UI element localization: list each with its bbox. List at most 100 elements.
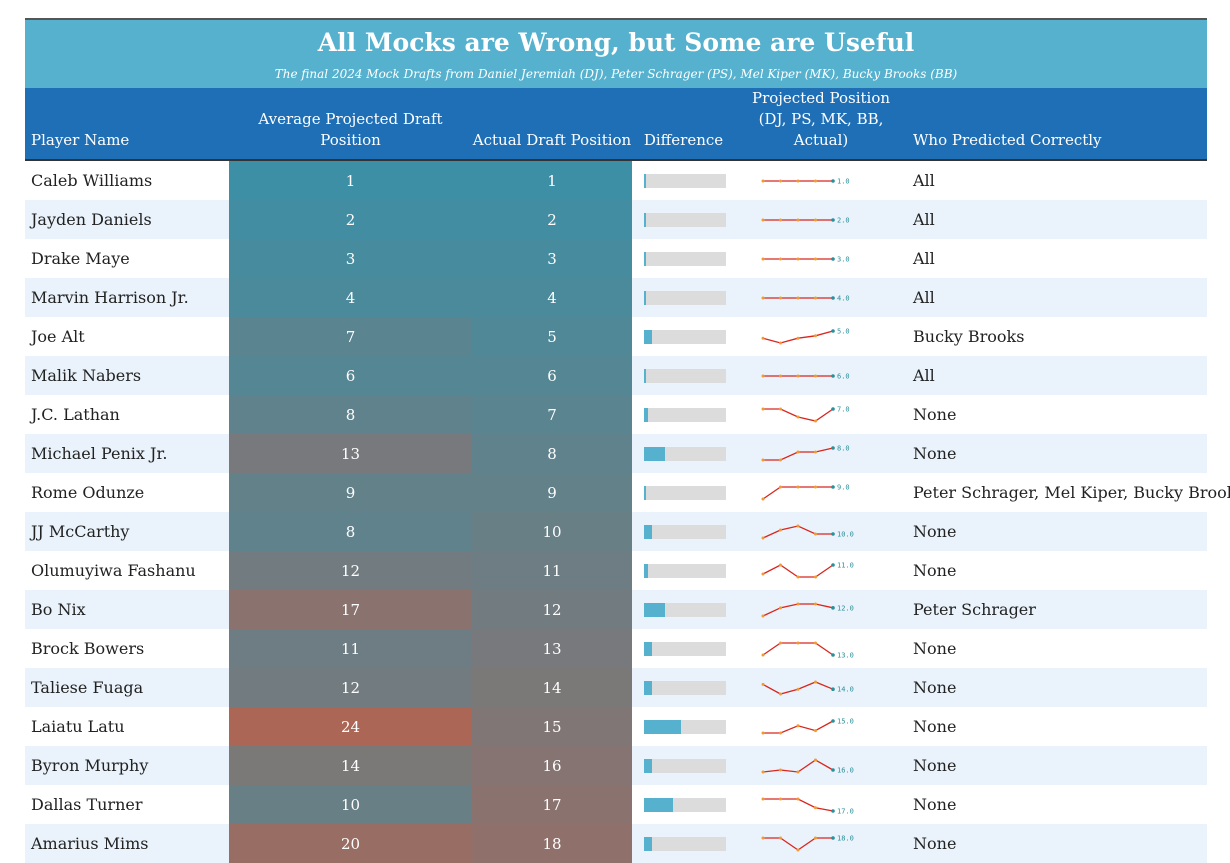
- projection-sparkline: 12.0: [761, 602, 854, 617]
- sparkline-point: [761, 407, 765, 410]
- header-actual: Actual Draft Position: [472, 88, 632, 161]
- sparkline-point: [761, 179, 765, 182]
- sparkline-point: [796, 374, 800, 377]
- who-predicted-cell: Peter Schrager, Mel Kiper, Bucky Brooks: [913, 483, 1230, 502]
- player-name: Byron Murphy: [25, 746, 229, 785]
- difference-cell: [632, 200, 735, 239]
- avg-projected-cell: 8: [229, 512, 472, 551]
- difference-cell: [632, 160, 735, 200]
- sparkline-point: [831, 178, 835, 183]
- actual-position-cell: 3: [472, 239, 632, 278]
- sparkline-point: [831, 652, 835, 657]
- sparkline-point: [831, 605, 835, 610]
- avg-projected-cell: 20: [229, 824, 472, 863]
- sparkline-point: [831, 295, 835, 300]
- player-name: J.C. Lathan: [31, 405, 120, 424]
- projection-sparkline: 14.0: [761, 680, 854, 695]
- difference-bar-fill: [644, 641, 653, 656]
- sparkline-point: [779, 458, 782, 461]
- difference-bar: [644, 446, 726, 461]
- sparkline-point: [761, 296, 765, 299]
- sparkline-point: [779, 407, 782, 410]
- table-row: Bo Nix 17 12 12.0 Peter Schrager: [25, 590, 1207, 629]
- avg-projected-cell: 7: [229, 317, 472, 356]
- projection-sparkline-cell: 1.0: [735, 160, 907, 200]
- sparkline-point: [831, 328, 835, 333]
- sparkline-point: [814, 485, 817, 488]
- sparkline-path: [763, 446, 834, 461]
- player-name: Olumuyiwa Fashanu: [31, 561, 196, 580]
- actual-position-cell: 4: [472, 278, 632, 317]
- who-predicted-cell: None: [913, 561, 957, 580]
- difference-bar: [644, 329, 726, 344]
- table-row: Malik Nabers 6 6 6.0 All: [25, 356, 1207, 395]
- sparkline-point: [761, 731, 765, 734]
- sparkline-end-label: 6.0: [837, 372, 850, 380]
- projection-sparkline-cell: 12.0: [735, 590, 907, 629]
- sparkline-point: [796, 415, 800, 418]
- avg-projected-cell: 12: [229, 551, 472, 590]
- actual-position-cell: 1: [472, 160, 632, 200]
- sparkline-point: [796, 723, 800, 727]
- sparkline-end-label: 1.0: [837, 177, 850, 185]
- page-title: All Mocks are Wrong, but Some are Useful: [317, 28, 915, 57]
- difference-bar-fill: [644, 329, 653, 344]
- sparkline-point: [814, 419, 817, 422]
- sparkline-point: [831, 767, 835, 772]
- who-predicted-cell: All: [907, 278, 1207, 317]
- projection-sparkline: 6.0: [761, 372, 850, 380]
- difference-bar: [644, 563, 726, 578]
- sparkline-path: [762, 524, 833, 539]
- difference-bar: [644, 758, 726, 773]
- difference-bar: [644, 251, 726, 266]
- difference-cell: [632, 434, 735, 473]
- sparkline-point: [761, 458, 765, 461]
- projection-sparkline: 13.0: [761, 641, 854, 659]
- sparkline-point: [796, 641, 800, 644]
- sparkline-point: [779, 528, 782, 531]
- sparkline-point: [831, 256, 835, 261]
- projection-sparkline-cell: 14.0: [735, 668, 907, 707]
- sparkline-point: [814, 450, 817, 453]
- sparkline-point: [779, 605, 782, 609]
- who-predicted-cell: None: [907, 824, 1207, 863]
- projection-sparkline-cell: 6.0: [735, 356, 907, 395]
- table-row: Byron Murphy 14 16 16.0 None: [25, 746, 1207, 785]
- sparkline-point: [779, 768, 782, 771]
- difference-bar-fill: [644, 446, 665, 461]
- mock-draft-table: Player Name Average Projected Draft Posi…: [25, 88, 1230, 863]
- sparkline-point: [814, 333, 817, 337]
- avg-projected-cell: 11: [229, 629, 472, 668]
- table-row: Caleb Williams 1 1 1.0 All: [25, 160, 1207, 200]
- sparkline-point: [796, 575, 800, 578]
- player-name: Rome Odunze: [31, 483, 145, 502]
- sparkline-end-label: 4.0: [837, 294, 850, 302]
- who-predicted-cell: None: [907, 512, 1207, 551]
- who-predicted-cell: None: [907, 434, 1207, 473]
- sparkline-point: [761, 218, 765, 221]
- sparkline-point: [831, 808, 835, 813]
- projection-sparkline: 15.0: [761, 717, 854, 734]
- projection-sparkline-cell: 3.0: [735, 239, 907, 278]
- sparkline-point: [831, 217, 835, 222]
- sparkline-point: [779, 374, 782, 377]
- difference-bar-fill: [644, 173, 646, 188]
- sparkline-point: [796, 797, 800, 800]
- sparkline-point: [796, 687, 800, 691]
- difference-cell: [632, 707, 735, 746]
- difference-cell: [632, 473, 735, 512]
- sparkline-point: [761, 797, 765, 800]
- difference-bar-fill: [644, 602, 665, 617]
- sparkline-end-label: 9.0: [837, 483, 850, 491]
- difference-bar: [644, 173, 726, 188]
- avg-projected-cell: 2: [229, 200, 472, 239]
- table-row: JJ McCarthy 8 10 10.0 None: [25, 512, 1207, 551]
- sparkline-point: [831, 484, 835, 489]
- sparkline-end-label: 11.0: [837, 561, 854, 569]
- difference-cell: [632, 551, 735, 590]
- sparkline-path: [762, 485, 833, 500]
- table-row: Marvin Harrison Jr. 4 4 4.0 All: [25, 278, 1207, 317]
- projection-sparkline-cell: 15.0: [735, 707, 907, 746]
- actual-position-cell: 18: [472, 824, 632, 863]
- sparkline-end-label: 5.0: [837, 327, 850, 335]
